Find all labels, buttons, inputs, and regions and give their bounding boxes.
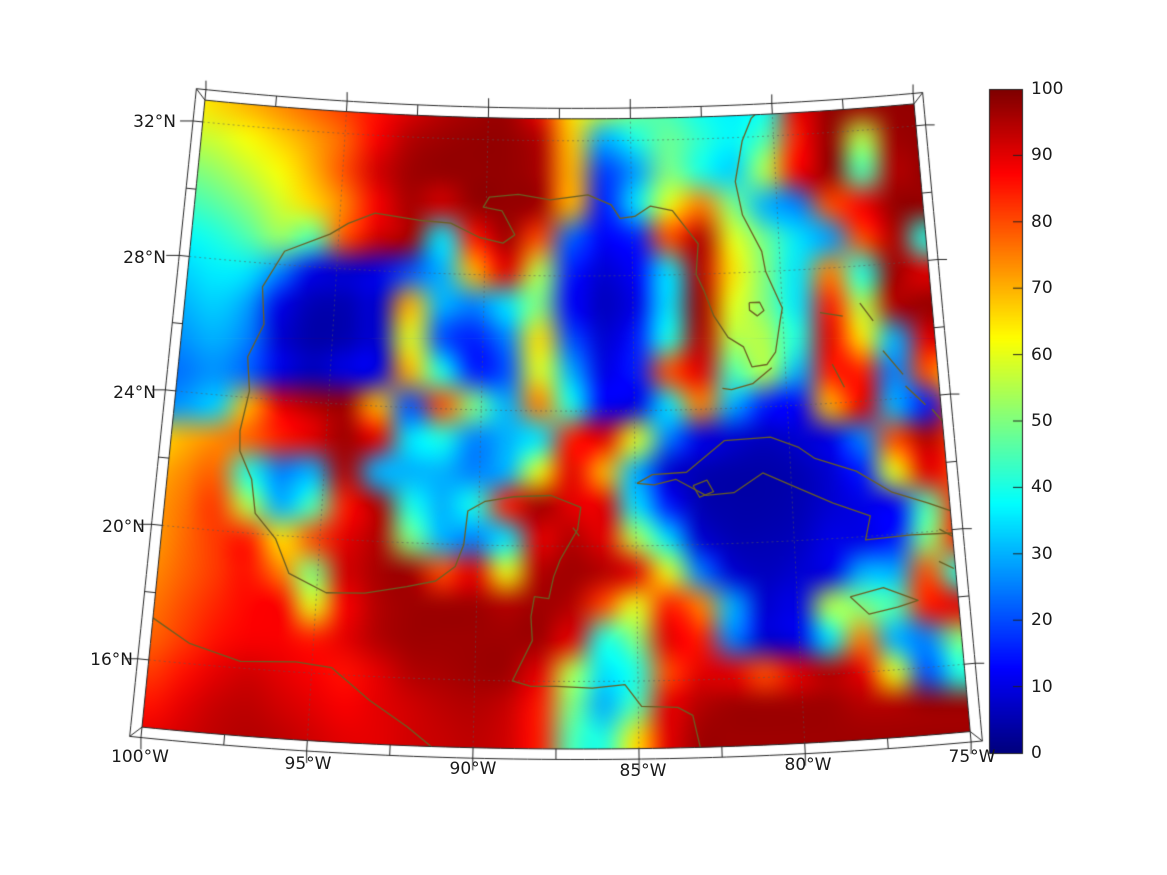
figure-root: 100°W 95°W 90°W 85°W 80°W 75°W 32°N 28°N 24°N 20… — [0, 0, 1167, 875]
map-heatmap-canvas — [0, 0, 1167, 875]
